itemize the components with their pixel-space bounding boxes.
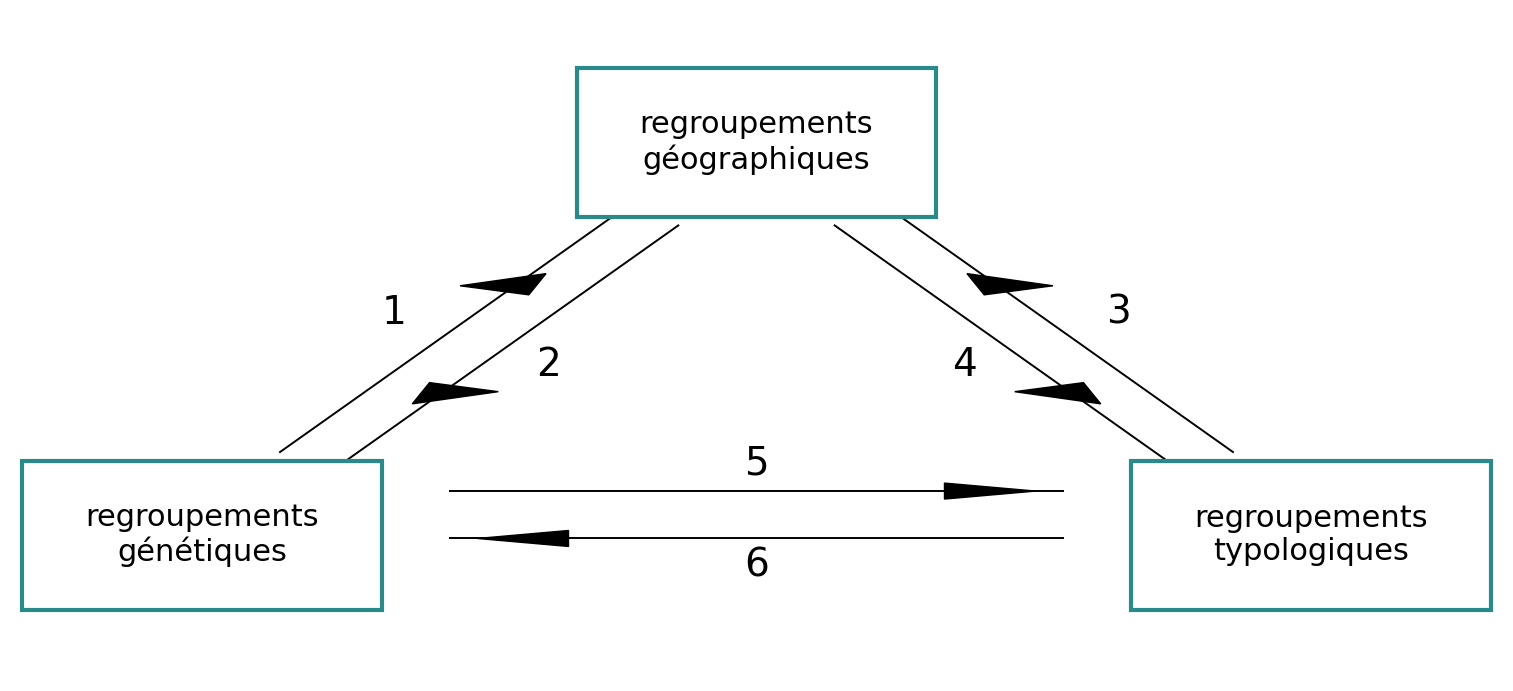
Text: regroupements
géographiques: regroupements géographiques — [640, 110, 873, 175]
Polygon shape — [944, 483, 1035, 499]
FancyBboxPatch shape — [576, 68, 937, 217]
Text: 1: 1 — [383, 294, 407, 332]
Text: 2: 2 — [537, 346, 561, 384]
Polygon shape — [413, 383, 498, 404]
Polygon shape — [1015, 383, 1100, 404]
Text: 3: 3 — [1106, 294, 1130, 332]
Polygon shape — [967, 274, 1053, 295]
Text: regroupements
génétiques: regroupements génétiques — [85, 503, 319, 567]
Text: 4: 4 — [952, 346, 976, 384]
Text: 5: 5 — [744, 445, 769, 483]
Polygon shape — [460, 274, 546, 295]
Polygon shape — [478, 531, 569, 547]
FancyBboxPatch shape — [1132, 461, 1492, 609]
Text: regroupements
typologiques: regroupements typologiques — [1194, 504, 1428, 567]
FancyBboxPatch shape — [21, 461, 381, 609]
Text: 6: 6 — [744, 547, 769, 585]
